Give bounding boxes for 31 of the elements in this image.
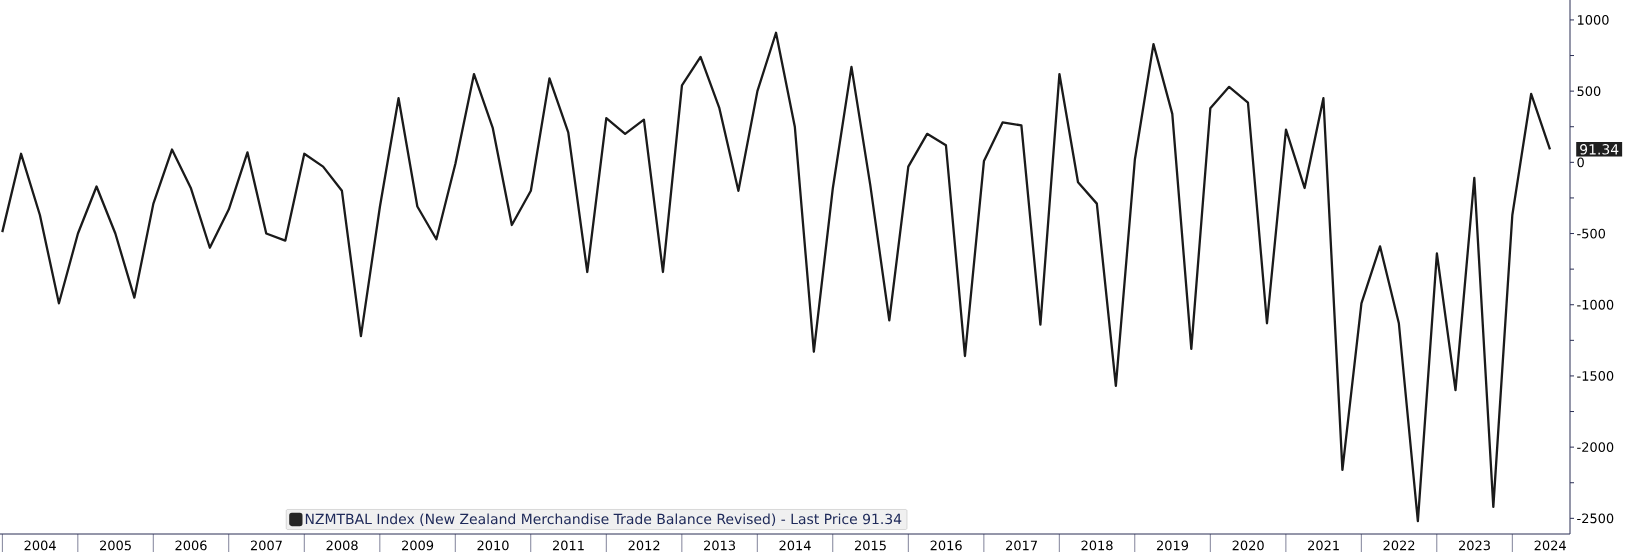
x-tick-label: 2022 <box>1383 540 1415 551</box>
legend-label: NZMTBAL Index (New Zealand Merchandise Trade Balance Revised) - Last Price 91.34 <box>305 513 902 526</box>
y-tick-label: -2000 <box>1577 442 1614 453</box>
x-tick-label: 2004 <box>24 540 56 551</box>
y-tick-label: 0 <box>1577 157 1584 168</box>
x-tick-label: 2015 <box>854 540 886 551</box>
y-tick-label: -500 <box>1577 228 1606 239</box>
y-tick-label: 500 <box>1577 86 1601 97</box>
y-tick-label: -2500 <box>1577 513 1614 524</box>
y-tick-label: 1000 <box>1577 15 1609 25</box>
x-tick-label: 2011 <box>552 540 584 551</box>
x-tick-label: 2013 <box>704 540 736 551</box>
x-tick-label: 2017 <box>1006 540 1037 551</box>
annotation: 91.34 <box>1580 144 1619 155</box>
x-tick-label: 2023 <box>1458 540 1490 551</box>
x-tick-label: 2005 <box>100 540 131 551</box>
x-tick-label: 2006 <box>175 540 207 551</box>
y-tick-label: -1500 <box>1577 371 1614 381</box>
y-tick-label: -1000 <box>1577 299 1614 310</box>
x-tick-label: 2007 <box>250 540 282 551</box>
x-tick-label: 2016 <box>930 540 962 551</box>
x-tick-label: 2014 <box>779 540 811 551</box>
x-tick-label: 2018 <box>1081 540 1113 551</box>
x-tick-label: 2024 <box>1534 540 1566 551</box>
x-tick-label: 2008 <box>326 540 358 551</box>
x-tick-label: 2012 <box>628 540 660 551</box>
x-tick-label: 2020 <box>1232 540 1264 551</box>
x-tick-label: 2010 <box>477 540 509 551</box>
x-tick-label: 2021 <box>1308 540 1339 551</box>
x-tick-label: 2019 <box>1156 540 1189 551</box>
x-tick-label: 2009 <box>402 540 434 551</box>
